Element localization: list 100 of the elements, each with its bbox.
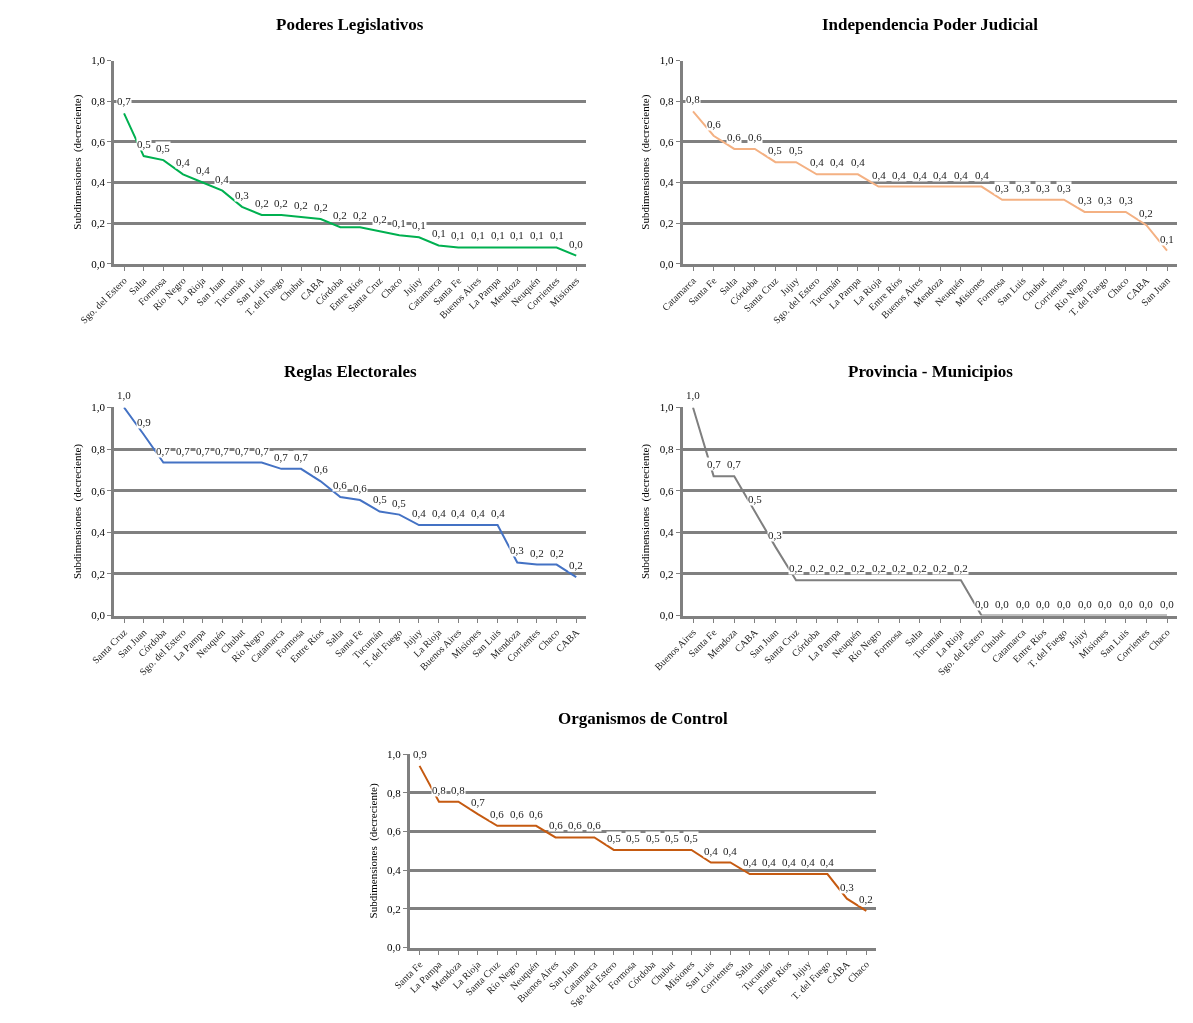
data-label: 0,4 xyxy=(801,856,816,868)
data-label: 0,3 xyxy=(840,881,855,893)
y-tick-label: 1,0 xyxy=(659,54,675,67)
data-label: 0,7 xyxy=(176,445,191,457)
y-tick-label: 0,4 xyxy=(386,864,402,877)
data-label: 0,6 xyxy=(748,131,763,143)
data-label: 0,5 xyxy=(789,144,804,156)
y-tick-label: 0,4 xyxy=(91,176,106,189)
data-label: 0,8 xyxy=(686,93,701,105)
data-label: 0,4 xyxy=(743,856,758,868)
data-label: 0,7 xyxy=(215,445,230,457)
data-label: 0,2 xyxy=(353,209,367,221)
y-tick-label: 0,4 xyxy=(659,526,675,539)
data-label: 0,3 xyxy=(995,182,1010,194)
y-tick-label: 1,0 xyxy=(91,54,106,67)
y-axis-title: Subdimensiones (decreciente) xyxy=(70,94,84,230)
data-label: 0,0 xyxy=(1036,598,1051,610)
chart-title: Provincia - Municipios xyxy=(848,362,1014,381)
y-tick-label: 0,8 xyxy=(91,442,106,455)
data-label: 0,3 xyxy=(1078,194,1093,206)
y-tick-label: 0,0 xyxy=(659,257,675,270)
data-label: 0,5 xyxy=(156,142,171,154)
data-label: 0,2 xyxy=(333,209,347,221)
data-label: 0,9 xyxy=(137,416,152,428)
data-label: 0,3 xyxy=(768,529,783,541)
data-label: 1,0 xyxy=(686,389,701,401)
data-label: 0,0 xyxy=(975,598,990,610)
data-label: 0,4 xyxy=(782,856,797,868)
data-label: 0,7 xyxy=(117,95,132,107)
data-label: 0,3 xyxy=(1119,194,1134,206)
y-tick-label: 0,2 xyxy=(91,567,106,580)
data-label: 0,2 xyxy=(294,199,308,211)
y-tick-label: 0,0 xyxy=(386,941,402,954)
data-label: 0,1 xyxy=(432,227,446,239)
data-label: 0,6 xyxy=(549,819,564,831)
data-label: 0,1 xyxy=(1160,233,1174,245)
data-label: 0,1 xyxy=(392,217,406,229)
data-label: 0,4 xyxy=(810,156,825,168)
chart-title: Poderes Legislativos xyxy=(276,15,424,34)
data-label: 0,4 xyxy=(820,856,835,868)
data-label: 0,0 xyxy=(1016,598,1031,610)
y-axis-title: Subdimensiones (decreciente) xyxy=(639,94,653,230)
data-label: 0,1 xyxy=(451,229,465,241)
data-label: 0,4 xyxy=(851,156,866,168)
data-label: 0,7 xyxy=(471,796,486,808)
data-label: 0,0 xyxy=(1119,598,1134,610)
data-label: 0,2 xyxy=(530,547,544,559)
y-tick-label: 0,6 xyxy=(659,484,675,497)
data-label: 0,2 xyxy=(314,201,328,213)
data-label: 0,4 xyxy=(432,507,447,519)
data-label: 0,6 xyxy=(707,118,722,130)
data-label: 0,5 xyxy=(665,832,680,844)
data-label: 0,7 xyxy=(156,445,171,457)
data-label: 0,8 xyxy=(432,784,447,796)
data-label: 0,4 xyxy=(762,856,777,868)
data-label: 0,9 xyxy=(413,748,428,760)
data-label: 0,4 xyxy=(933,169,948,181)
data-label: 0,4 xyxy=(412,507,427,519)
data-label: 0,0 xyxy=(1057,598,1072,610)
data-label: 0,0 xyxy=(1078,598,1093,610)
data-label: 0,2 xyxy=(892,562,906,574)
y-tick-label: 0,0 xyxy=(91,257,106,270)
data-label: 0,2 xyxy=(810,562,824,574)
data-label: 0,2 xyxy=(1139,207,1153,219)
data-label: 0,4 xyxy=(451,507,466,519)
y-axis-title: Subdimensiones (decreciente) xyxy=(366,783,380,919)
data-label: 0,5 xyxy=(137,138,152,150)
y-tick-label: 0,6 xyxy=(91,135,106,148)
data-label: 0,7 xyxy=(255,445,270,457)
chart-title: Independencia Poder Judicial xyxy=(822,15,1039,34)
y-axis-title: Subdimensiones (decreciente) xyxy=(70,443,84,580)
y-tick-label: 1,0 xyxy=(659,401,675,414)
y-tick-label: 0,2 xyxy=(386,902,401,915)
data-label: 0,4 xyxy=(704,845,719,857)
data-label: 0,5 xyxy=(768,144,783,156)
data-label: 0,5 xyxy=(748,493,763,505)
data-label: 0,0 xyxy=(1098,598,1113,610)
data-label: 0,5 xyxy=(646,832,661,844)
y-tick-label: 0,0 xyxy=(659,609,675,622)
data-label: 0,7 xyxy=(294,451,309,463)
data-label: 0,3 xyxy=(1057,182,1072,194)
data-label: 0,4 xyxy=(471,507,486,519)
data-label: 0,2 xyxy=(550,547,564,559)
data-label: 0,5 xyxy=(607,832,622,844)
data-label: 0,6 xyxy=(353,482,368,494)
y-tick-label: 1,0 xyxy=(91,401,106,414)
data-label: 0,3 xyxy=(235,189,250,201)
y-axis-title: Subdimensiones (decreciente) xyxy=(639,443,653,580)
y-tick-label: 0,8 xyxy=(659,95,675,108)
data-label: 0,2 xyxy=(851,562,865,574)
data-label: 0,2 xyxy=(859,893,873,905)
data-label: 0,4 xyxy=(491,507,506,519)
data-label: 0,4 xyxy=(196,164,211,176)
data-label: 0,3 xyxy=(1098,194,1113,206)
data-label: 0,2 xyxy=(933,562,947,574)
y-tick-label: 0,8 xyxy=(386,786,402,799)
data-label: 0,4 xyxy=(913,169,928,181)
data-label: 0,7 xyxy=(274,451,289,463)
y-tick-label: 0,8 xyxy=(659,442,675,455)
data-label: 0,6 xyxy=(314,463,329,475)
